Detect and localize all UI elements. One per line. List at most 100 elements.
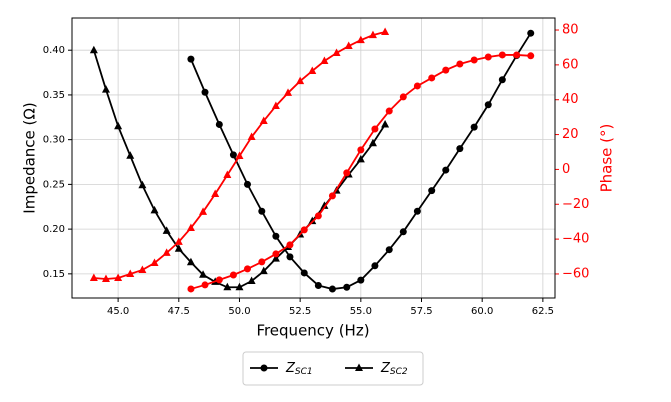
marker xyxy=(162,226,171,234)
y2-tick-label: 0 xyxy=(562,162,570,177)
marker xyxy=(186,223,195,231)
marker xyxy=(174,244,183,252)
marker xyxy=(201,88,209,96)
x-tick-label: 62.5 xyxy=(532,306,554,317)
marker xyxy=(484,101,492,109)
marker xyxy=(150,205,159,214)
marker xyxy=(215,120,223,128)
marker xyxy=(89,273,98,281)
marker xyxy=(138,180,147,189)
y-tick-label: 0.25 xyxy=(43,179,65,190)
marker xyxy=(199,207,208,215)
marker xyxy=(332,48,341,57)
marker xyxy=(286,253,294,261)
legend-label: ZSC2 xyxy=(380,361,408,377)
marker xyxy=(286,241,294,249)
marker xyxy=(223,170,232,178)
x-tick-label: 45.0 xyxy=(107,306,129,317)
marker xyxy=(284,88,293,96)
marker xyxy=(381,27,390,35)
marker xyxy=(470,56,478,64)
legend-label: ZSC1 xyxy=(285,361,313,377)
marker xyxy=(114,121,123,130)
marker xyxy=(357,276,365,284)
marker xyxy=(368,30,377,39)
x-tick-label: 52.5 xyxy=(289,306,311,317)
marker xyxy=(300,226,308,234)
marker xyxy=(371,125,379,133)
marker xyxy=(187,55,195,63)
marker xyxy=(300,269,308,277)
marker xyxy=(247,276,256,285)
marker xyxy=(259,266,268,275)
marker xyxy=(235,282,244,291)
y2-tick-label: −40 xyxy=(562,232,589,247)
marker xyxy=(271,101,280,109)
marker xyxy=(187,285,195,293)
marker xyxy=(174,237,183,245)
marker xyxy=(272,232,280,240)
marker xyxy=(114,273,123,281)
y2-tick-label: 60 xyxy=(562,57,579,72)
marker xyxy=(328,192,336,200)
marker xyxy=(215,276,223,284)
marker xyxy=(308,216,317,225)
y-tick-label: 0.20 xyxy=(43,224,65,235)
x-tick-label: 50.0 xyxy=(228,306,250,317)
marker xyxy=(498,51,506,59)
marker xyxy=(101,274,110,283)
marker xyxy=(101,85,110,93)
y2-tick-label: 20 xyxy=(562,127,579,142)
marker xyxy=(243,265,251,273)
y-tick-label: 0.15 xyxy=(43,269,65,280)
y2-tick-label: −60 xyxy=(562,266,589,281)
marker xyxy=(413,207,421,215)
marker xyxy=(470,123,478,131)
x-tick-label: 57.5 xyxy=(410,306,432,317)
plot-frame xyxy=(71,17,556,299)
marker xyxy=(247,132,256,141)
marker xyxy=(271,254,280,262)
marker xyxy=(296,76,305,85)
marker xyxy=(223,282,232,291)
marker xyxy=(428,187,436,195)
marker xyxy=(356,154,365,163)
marker xyxy=(413,82,421,90)
marker xyxy=(456,145,464,153)
marker xyxy=(357,146,365,154)
marker xyxy=(355,363,363,371)
marker xyxy=(368,138,377,147)
marker xyxy=(385,107,393,115)
marker xyxy=(385,246,393,254)
marker xyxy=(320,201,329,209)
marker xyxy=(399,228,407,236)
marker xyxy=(527,52,535,60)
y2-tick-label: −20 xyxy=(562,197,589,212)
y2-axis-label: Phase (°) xyxy=(598,124,616,193)
marker xyxy=(260,364,268,372)
marker xyxy=(199,270,208,278)
y2-tick-label: 40 xyxy=(562,92,579,107)
marker xyxy=(138,265,147,273)
marker xyxy=(272,250,280,258)
x-tick-label: 60.0 xyxy=(471,306,493,317)
marker xyxy=(314,281,322,289)
marker xyxy=(381,119,390,128)
marker xyxy=(229,271,237,279)
marker xyxy=(235,151,244,159)
marker xyxy=(442,66,450,74)
marker xyxy=(186,257,195,266)
marker xyxy=(344,41,353,50)
marker xyxy=(513,51,521,59)
marker xyxy=(527,29,535,37)
marker xyxy=(442,166,450,174)
marker xyxy=(371,262,379,270)
x-tick-label: 55.0 xyxy=(350,306,372,317)
marker xyxy=(320,56,329,65)
y-tick-label: 0.30 xyxy=(43,135,65,146)
y-tick-label: 0.35 xyxy=(43,90,65,101)
y2-tick-label: 80 xyxy=(562,23,579,38)
y-axis-label: Impedance (Ω) xyxy=(21,102,39,213)
marker xyxy=(258,207,266,215)
